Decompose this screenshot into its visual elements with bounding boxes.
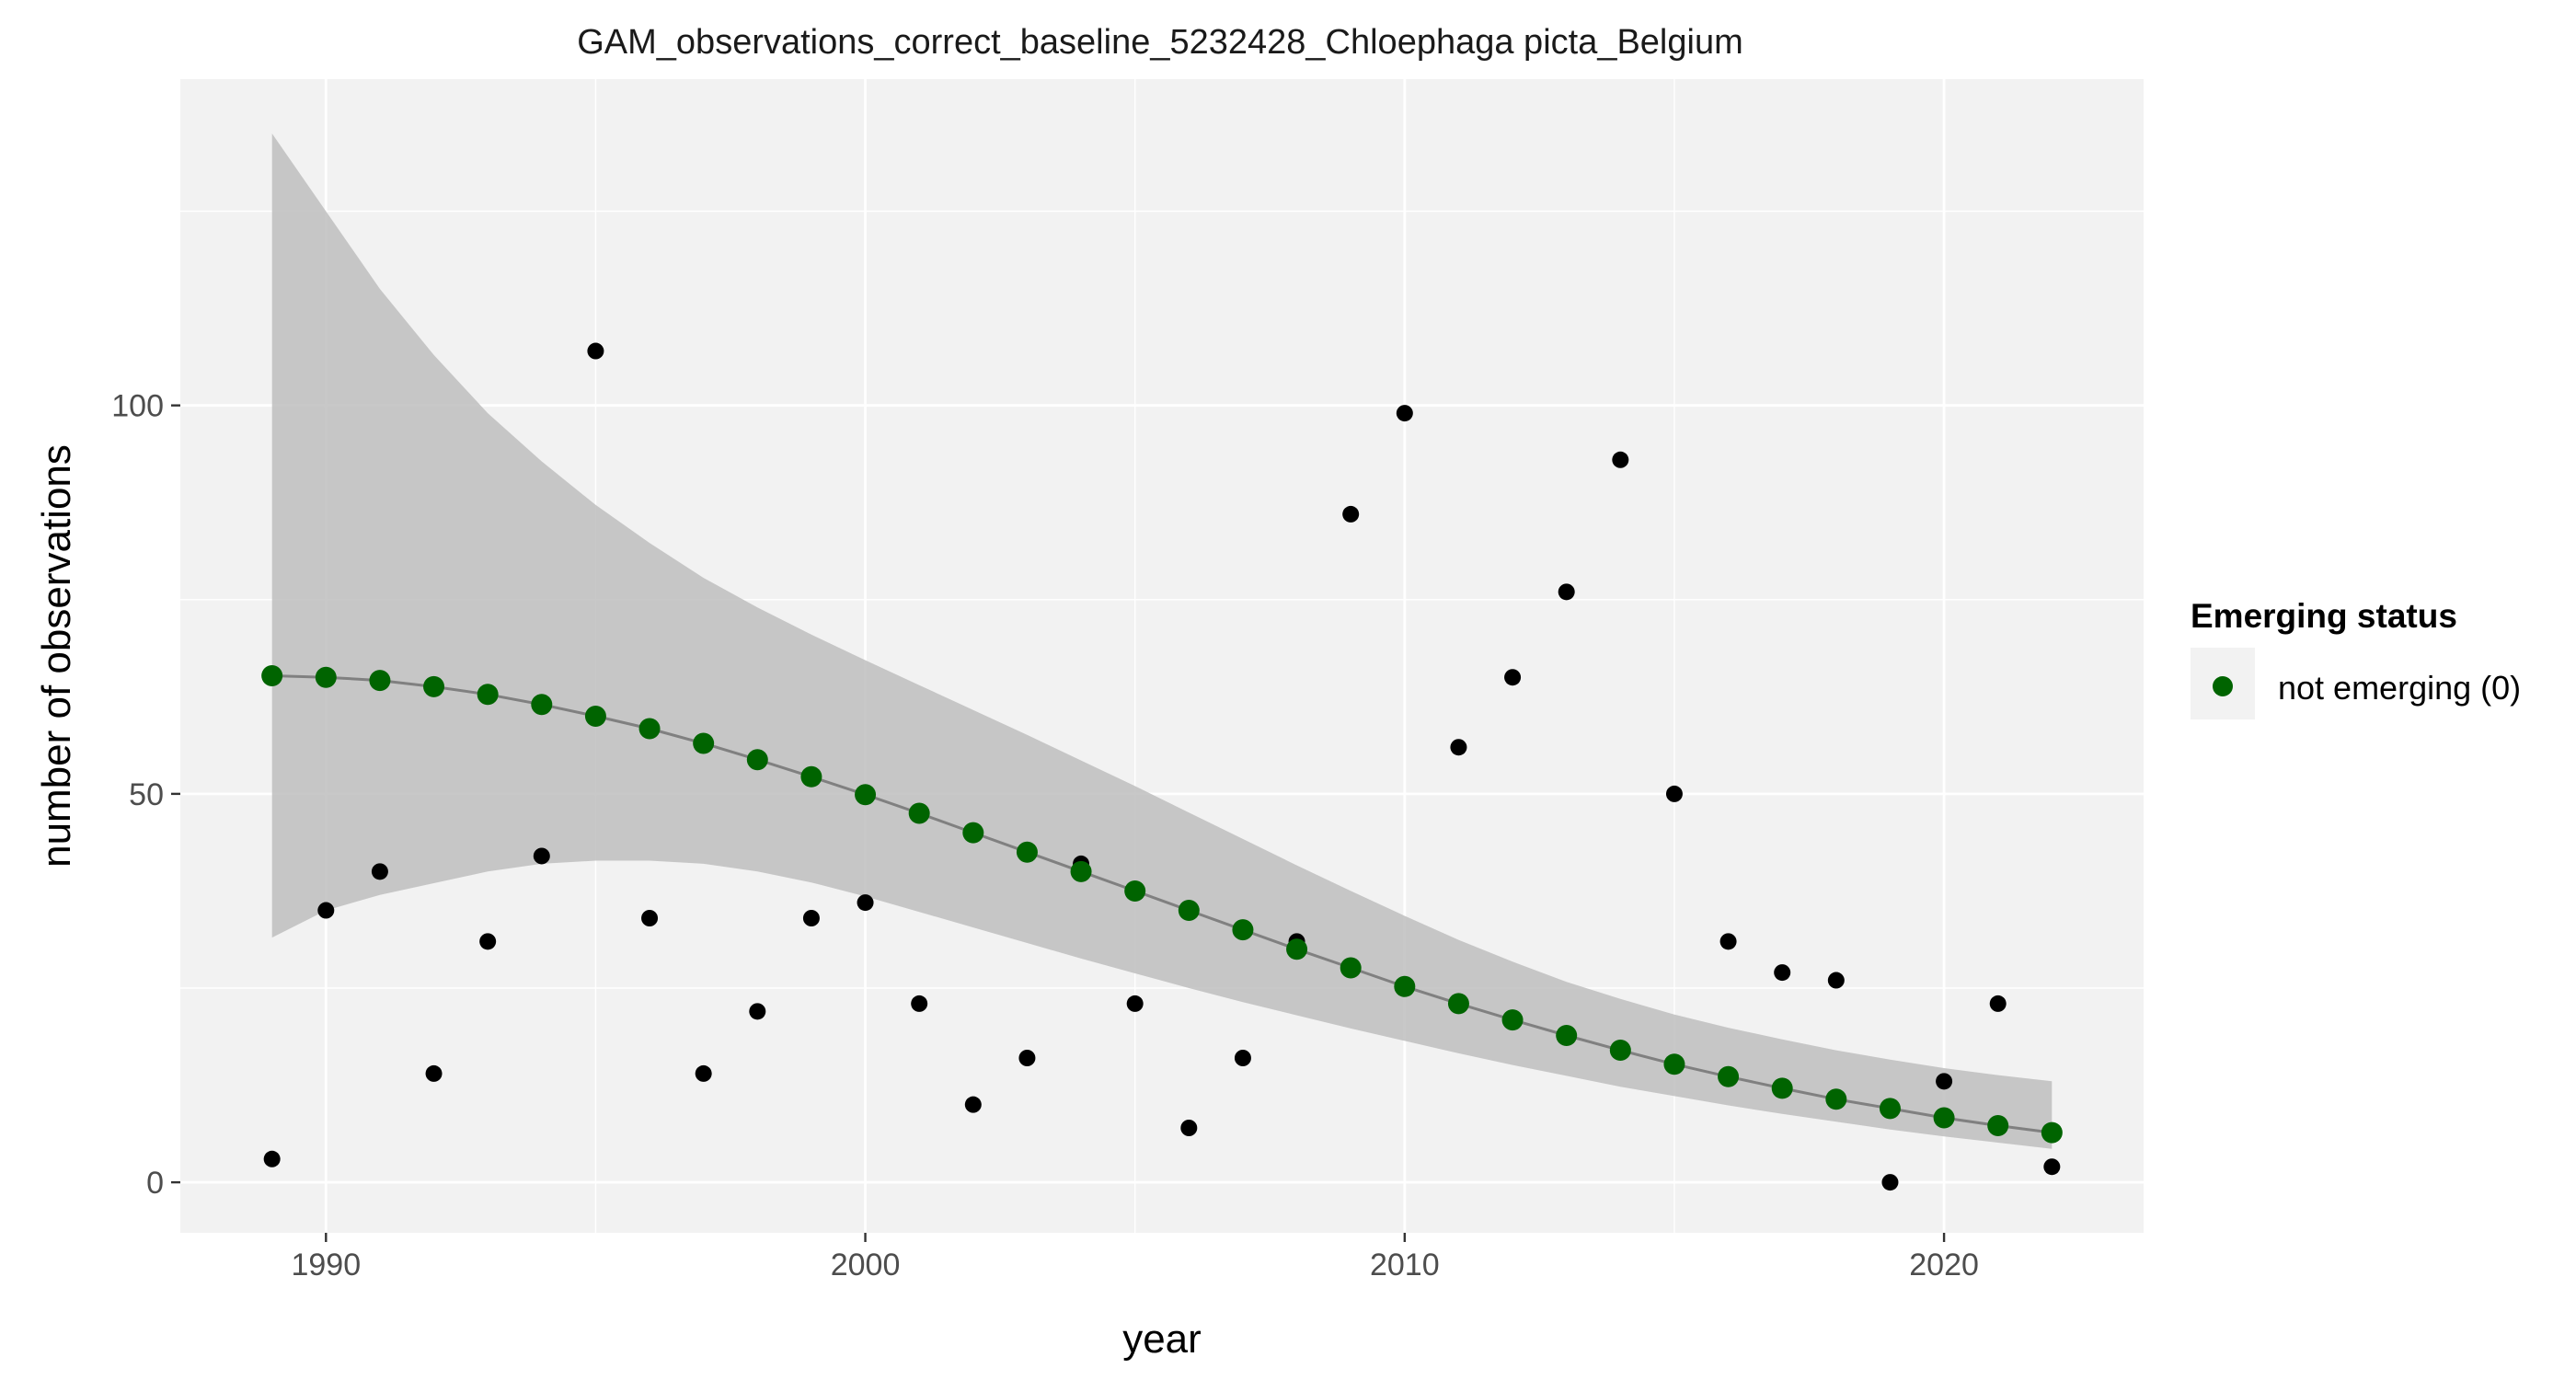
fitted-point <box>1933 1107 1955 1129</box>
fitted-point <box>1016 841 1038 863</box>
fitted-point <box>261 665 283 687</box>
fitted-point <box>693 732 715 754</box>
fitted-point <box>369 670 391 692</box>
smooth-line <box>271 674 2053 1134</box>
fitted-point <box>1232 919 1254 941</box>
fitted-point <box>423 675 445 697</box>
confidence-ribbon <box>271 133 2053 1149</box>
fitted-point <box>1340 957 1362 979</box>
minor-gridlines <box>180 79 2144 1233</box>
observed-point <box>1558 583 1575 601</box>
x-tick-label: 2020 <box>1909 1248 1979 1282</box>
fitted-point <box>477 684 499 706</box>
observed-point <box>1396 405 1413 422</box>
fitted-point <box>531 694 553 716</box>
major-gridlines <box>180 79 2144 1233</box>
fitted-point <box>1663 1053 1685 1075</box>
fitted-point <box>1718 1065 1740 1087</box>
x-tick-label: 1990 <box>291 1248 361 1282</box>
legend-title: Emerging status <box>2191 597 2457 635</box>
fitted-point <box>1286 938 1308 960</box>
y-axis: 0 50 100 <box>111 389 180 1201</box>
observed-point <box>695 1064 712 1082</box>
fitted-point <box>855 784 877 806</box>
fitted-point <box>1178 900 1200 922</box>
observed-point <box>641 910 659 926</box>
chart-title: GAM_observations_correct_baseline_523242… <box>577 23 1743 62</box>
observed-point <box>964 1096 982 1113</box>
observed-point <box>1234 1050 1251 1066</box>
observed-point <box>1342 505 1360 523</box>
fitted-point <box>1447 993 1469 1015</box>
observed-point <box>1504 669 1522 686</box>
fitted-point <box>1501 1009 1524 1031</box>
observed-point <box>587 342 604 360</box>
observed-point <box>1665 785 1683 802</box>
fitted-point <box>1987 1114 2009 1136</box>
observed-point <box>425 1064 443 1082</box>
observed-point <box>1989 995 2007 1012</box>
observed-point <box>1450 739 1467 756</box>
fitted-point <box>638 718 661 740</box>
y-tick-label: 0 <box>146 1166 164 1201</box>
y-tick-label: 50 <box>129 777 164 812</box>
fitted-point <box>2041 1121 2063 1144</box>
legend-key-dot <box>2213 676 2233 696</box>
fitted-point <box>908 802 930 824</box>
x-axis-title: year <box>1122 1317 1202 1362</box>
observed-point <box>1936 1073 1953 1090</box>
fitted-point <box>1556 1025 1578 1047</box>
observed-point <box>802 910 820 926</box>
observed-point <box>749 1003 766 1020</box>
observed-point <box>317 902 335 919</box>
observed-point <box>1126 995 1144 1012</box>
observed-point <box>479 933 497 950</box>
fitted-point <box>315 666 337 688</box>
x-tick-label: 2000 <box>831 1248 901 1282</box>
observed-point <box>1719 933 1737 950</box>
y-tick-label: 100 <box>111 389 164 424</box>
fitted-point <box>1394 975 1416 997</box>
observed-point <box>263 1150 281 1167</box>
x-axis: 1990 2000 2010 2020 <box>291 1233 1979 1282</box>
observed-point <box>857 894 874 912</box>
x-tick-label: 2010 <box>1370 1248 1440 1282</box>
fitted-point <box>746 749 768 771</box>
observed-point <box>1018 1050 1036 1066</box>
observed-point <box>1612 451 1629 468</box>
fitted-point <box>1609 1040 1631 1062</box>
observed-point <box>2043 1158 2061 1176</box>
fitted-point <box>800 765 822 788</box>
fitted-points <box>261 665 2063 1144</box>
y-axis-title: number of observations <box>34 444 79 868</box>
observed-point <box>371 863 388 880</box>
legend-label: not emerging (0) <box>2278 669 2521 707</box>
fitted-point <box>584 705 606 727</box>
observed-point <box>1881 1174 1899 1191</box>
fitted-point <box>1070 860 1092 882</box>
observed-point <box>911 995 928 1012</box>
observed-point <box>1827 972 1845 989</box>
observed-point <box>533 847 550 865</box>
fitted-point <box>1771 1077 1793 1099</box>
fitted-point <box>962 822 984 844</box>
fitted-point <box>1124 880 1146 902</box>
observed-point <box>1180 1120 1198 1136</box>
observed-point <box>1774 964 1791 982</box>
legend: Emerging status not emerging (0) <box>2191 597 2521 719</box>
fitted-point <box>1879 1098 1901 1120</box>
fitted-point <box>1825 1088 1847 1110</box>
